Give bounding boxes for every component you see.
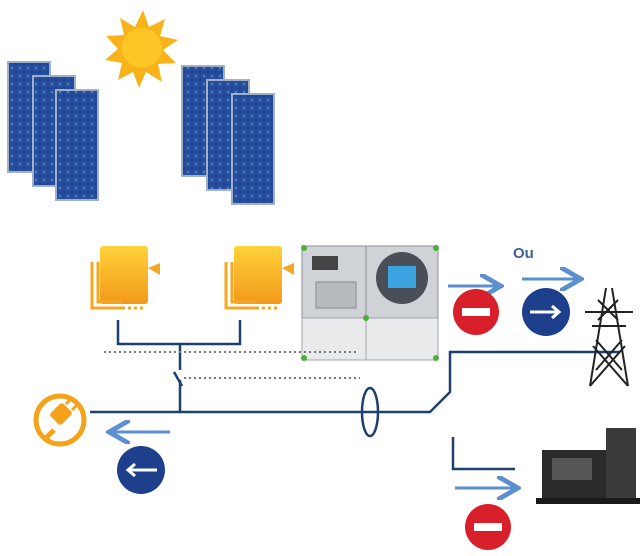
pylon xyxy=(585,288,633,386)
page: Ou (() => { const data = JSON.parse(docu… xyxy=(0,0,643,556)
direction-sign xyxy=(522,288,570,336)
no-entry-sign xyxy=(453,289,499,335)
or-label: Ou xyxy=(513,245,534,262)
plug-icon xyxy=(36,396,84,444)
diagram: Ou xyxy=(0,0,643,556)
generator xyxy=(536,428,640,504)
inverter-left xyxy=(92,246,160,308)
solar-panels-right xyxy=(182,66,274,204)
direction-sign xyxy=(117,446,165,494)
cabinet xyxy=(301,245,439,361)
inverter-right xyxy=(226,246,294,308)
no-entry-sign xyxy=(465,504,511,550)
solar-panels-left xyxy=(8,62,98,200)
sun xyxy=(105,10,178,88)
